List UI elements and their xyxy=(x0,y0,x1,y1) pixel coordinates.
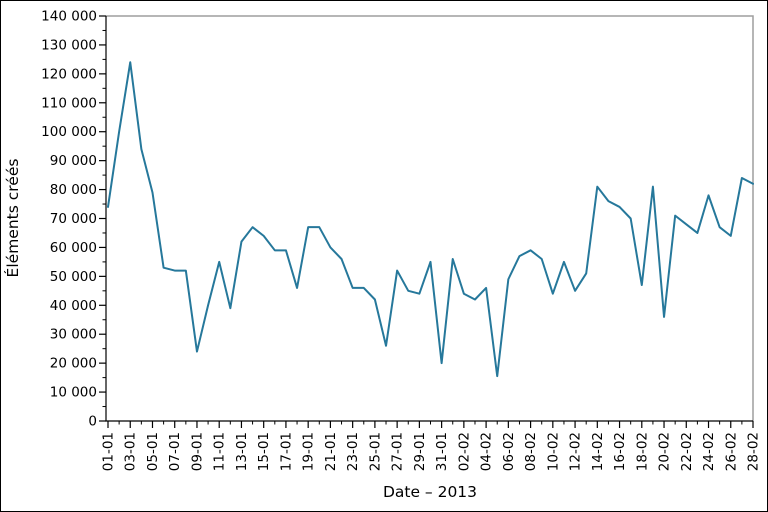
y-tick-label: 140 000 xyxy=(41,9,97,25)
x-tick-label: 03-01 xyxy=(123,432,139,471)
y-tick-label: 40 000 xyxy=(50,298,97,314)
x-tick-label: 23-01 xyxy=(345,432,361,471)
x-tick-label: 07-01 xyxy=(167,432,183,471)
y-tick-label: 0 xyxy=(88,414,97,430)
x-tick-label: 01-01 xyxy=(101,432,117,471)
x-tick-label: 05-01 xyxy=(145,432,161,471)
x-tick-label: 11-01 xyxy=(212,432,228,471)
y-tick-label: 110 000 xyxy=(41,95,97,111)
x-tick-label: 16-02 xyxy=(612,432,628,471)
y-tick-label: 90 000 xyxy=(50,153,97,169)
x-tick-label: 28-02 xyxy=(746,432,762,471)
x-tick-label: 31-01 xyxy=(434,432,450,471)
x-tick-label: 15-01 xyxy=(256,432,272,471)
y-tick-label: 100 000 xyxy=(41,124,97,140)
x-tick-label: 17-01 xyxy=(278,432,294,471)
x-tick-label: 13-01 xyxy=(234,432,250,471)
x-tick-label: 24-02 xyxy=(701,432,717,471)
x-tick-label: 27-01 xyxy=(390,432,406,471)
x-tick-label: 06-02 xyxy=(501,432,517,471)
x-axis-title: Date – 2013 xyxy=(383,483,477,501)
x-tick-label: 21-01 xyxy=(323,432,339,471)
x-tick-label: 26-02 xyxy=(723,432,739,471)
y-tick-label: 70 000 xyxy=(50,211,97,227)
x-tick-label: 20-02 xyxy=(657,432,673,471)
y-tick-label: 20 000 xyxy=(50,356,97,372)
x-tick-label: 22-02 xyxy=(679,432,695,471)
y-axis-ticks: 0 10 000 20 000 30 000 40 000 50 000 60 000 70 … xyxy=(41,9,106,430)
x-tick-label: 29-01 xyxy=(412,432,428,471)
y-tick-label: 120 000 xyxy=(41,66,97,82)
x-tick-label: 12-02 xyxy=(568,432,584,471)
x-tick-label: 19-01 xyxy=(301,432,317,471)
x-tick-label: 08-02 xyxy=(523,432,539,471)
x-tick-label: 09-01 xyxy=(189,432,205,471)
y-tick-label: 50 000 xyxy=(50,269,97,285)
x-axis-ticks: 01-01 03-01 05-01 07-01 09-01 11-01 13-01 15-01… xyxy=(101,421,762,471)
x-tick-label: 10-02 xyxy=(545,432,561,471)
data-line xyxy=(107,61,754,378)
y-tick-label: 10 000 xyxy=(50,385,97,401)
plot-border-top-right xyxy=(106,15,754,421)
y-tick-label: 60 000 xyxy=(50,240,97,256)
x-tick-label: 02-02 xyxy=(456,432,472,471)
y-tick-label: 80 000 xyxy=(50,182,97,198)
x-tick-label: 14-02 xyxy=(590,432,606,471)
x-tick-label: 25-01 xyxy=(367,432,383,471)
y-axis-title: Éléments créés xyxy=(3,159,22,278)
y-tick-label: 130 000 xyxy=(41,37,97,53)
x-tick-label: 18-02 xyxy=(634,432,650,471)
x-tick-label: 04-02 xyxy=(479,432,495,471)
y-tick-label: 30 000 xyxy=(50,327,97,343)
